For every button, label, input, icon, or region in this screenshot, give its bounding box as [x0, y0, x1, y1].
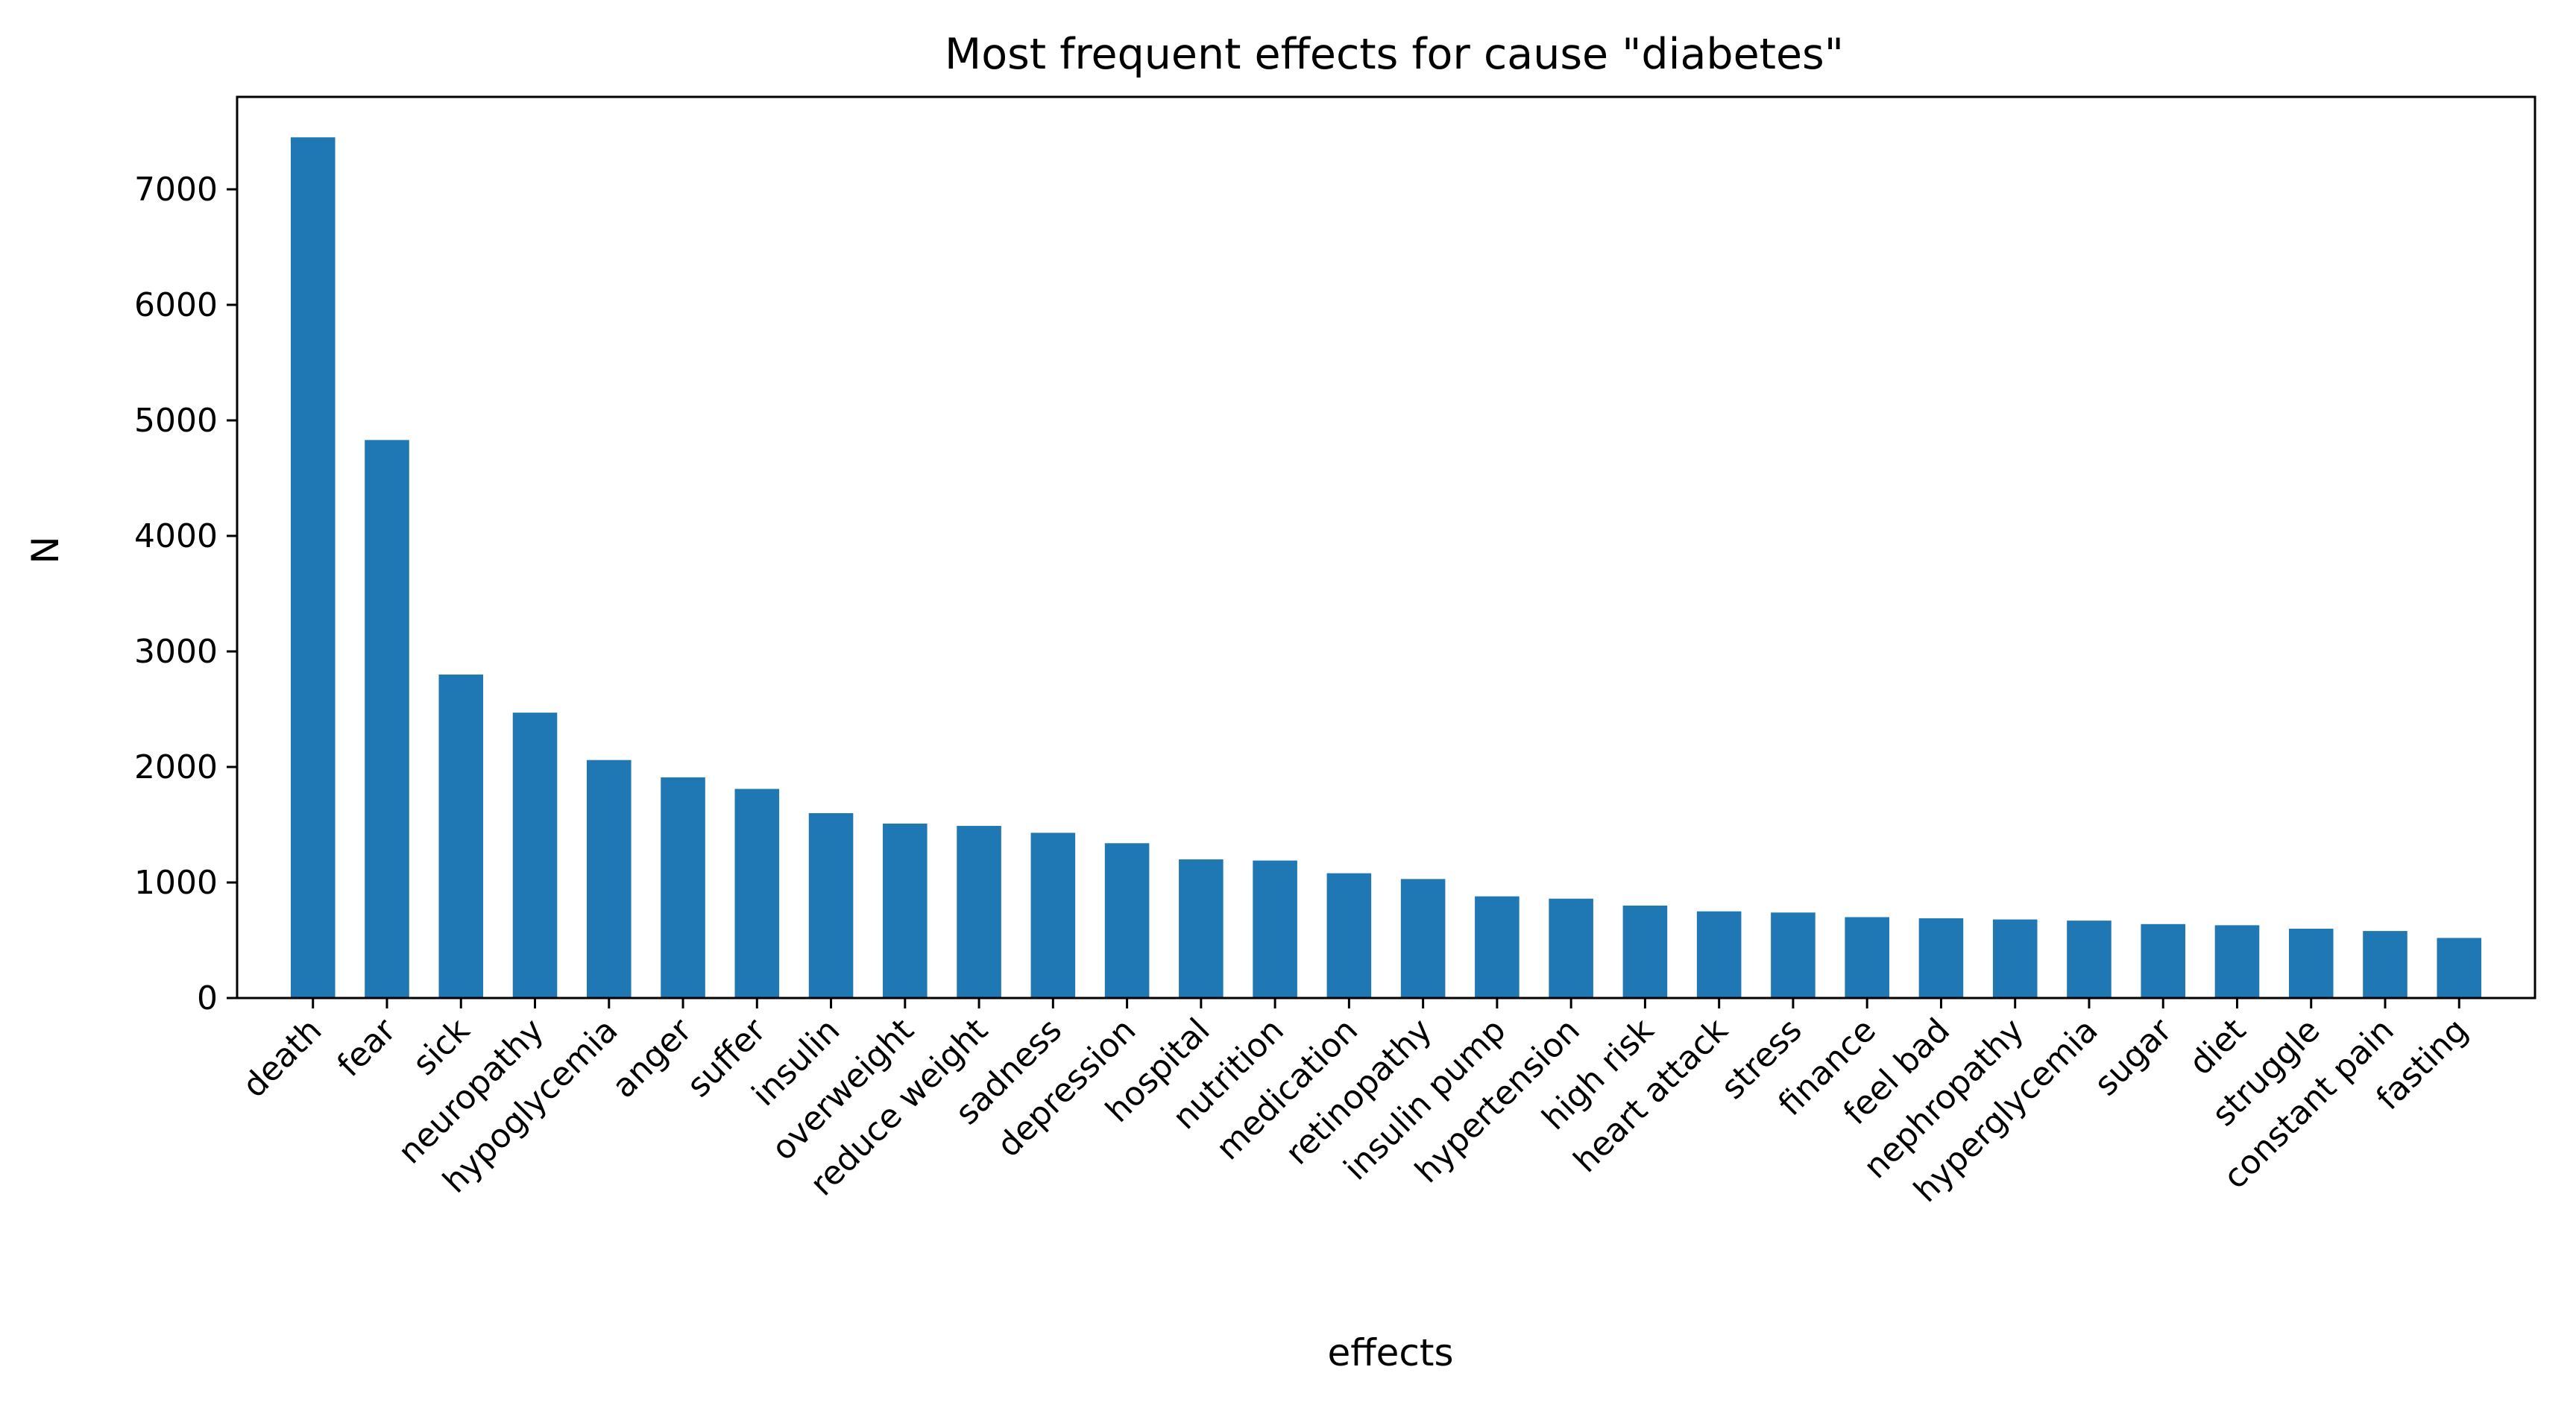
bar-sadness	[1030, 833, 1076, 998]
bars-group	[290, 137, 2482, 998]
x-tick-label: fear	[330, 1011, 404, 1084]
bar-overweight	[883, 823, 928, 998]
bar-stress	[1771, 912, 1816, 998]
bar-hospital	[1179, 859, 1224, 998]
bar-suffer	[734, 789, 780, 998]
bar-nutrition	[1253, 860, 1297, 998]
bar-hypertension	[1549, 898, 1593, 998]
y-tick-label: 3000	[134, 633, 218, 671]
bar-death	[290, 137, 336, 998]
bar-diet	[2214, 925, 2260, 998]
bar-reduce-weight	[957, 826, 1001, 998]
y-tick-label: 5000	[134, 402, 218, 440]
bar-retinopathy	[1400, 879, 1446, 998]
bar-feel-bad	[1918, 918, 1964, 998]
plot-frame	[236, 95, 2536, 1000]
bar-insulin	[808, 813, 854, 998]
y-axis-label: N	[24, 536, 67, 563]
bar-nephropathy	[1992, 919, 2038, 998]
x-tick-label: sugar	[2087, 1011, 2179, 1103]
y-tick-label: 0	[197, 979, 218, 1017]
x-axis: death fear sickneuropathyhypoglycemiaanger…	[236, 998, 2475, 1210]
y-tick-label: 6000	[134, 286, 218, 324]
bar-fear	[365, 440, 409, 998]
bar-hypoglycemia	[587, 760, 632, 998]
x-tick-label: death	[236, 1011, 330, 1105]
bar-constant-pain	[2363, 931, 2407, 998]
bar-neuropathy	[512, 713, 558, 998]
y-tick-label: 4000	[134, 517, 218, 555]
bar-struggle	[2288, 929, 2334, 998]
x-axis-label: effects	[1327, 1331, 1453, 1374]
bar-anger	[661, 777, 705, 998]
y-axis: 0 1000 2000 3000 4000 5000 6000 7000	[134, 171, 237, 1017]
bar-hyperglycemia	[2067, 921, 2111, 998]
bar-insulin-pump	[1475, 896, 1520, 998]
bar-depression	[1104, 843, 1150, 998]
bar-sick	[438, 675, 484, 998]
bar-heart-attack	[1696, 911, 1742, 998]
bar-finance	[1845, 917, 1889, 998]
bar-high-risk	[1622, 906, 1668, 998]
y-tick-label: 1000	[134, 864, 218, 902]
y-tick-label: 2000	[134, 748, 218, 786]
bar-fasting	[2437, 938, 2482, 998]
y-tick-label: 7000	[134, 171, 218, 209]
x-tick-label: anger	[605, 1011, 699, 1105]
bar-medication	[1326, 873, 1372, 998]
bar-sugar	[2141, 923, 2185, 998]
chart-title: Most frequent effects for cause "diabete…	[945, 30, 1844, 79]
